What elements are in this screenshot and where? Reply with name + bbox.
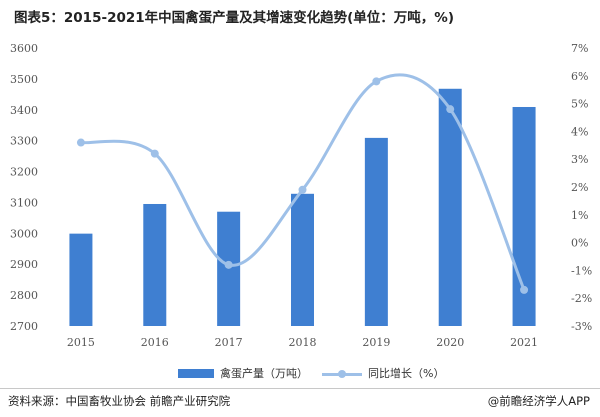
bar-2015 [69, 233, 93, 326]
growth-point-2016 [150, 149, 159, 158]
bar-2018 [291, 193, 314, 326]
x-tick-label: 2019 [362, 336, 390, 349]
bar-2017 [217, 211, 241, 326]
right-tick-label: -3% [571, 320, 592, 333]
bar-2016 [143, 203, 167, 326]
growth-point-2020 [446, 105, 455, 114]
legend-bar-swatch [178, 368, 214, 378]
growth-point-2019 [372, 77, 381, 86]
growth-point-2018 [298, 185, 307, 194]
right-axis-ticks: -3% -2% -1% 0% 1% 2% 3% 4% 5% 6% 7% [571, 42, 592, 333]
x-axis-ticks: 2015 2016 2017 2018 2019 2020 2021 [67, 336, 538, 349]
right-tick-label: 2% [571, 181, 588, 194]
line-series [76, 73, 529, 294]
x-tick-label: 2018 [289, 336, 317, 349]
right-tick-label: 0% [571, 237, 588, 250]
growth-line [80, 73, 526, 291]
x-tick-label: 2016 [141, 336, 169, 349]
legend-line-label: 同比增长（%） [368, 367, 445, 380]
legend-item-growth: 同比增长（%） [322, 365, 444, 381]
brand-credit: @前瞻经济学人APP [487, 394, 590, 408]
growth-point-2017 [224, 260, 233, 269]
x-tick-label: 2020 [436, 336, 464, 349]
right-tick-label: 7% [571, 42, 588, 55]
footer-divider [0, 388, 600, 389]
left-tick-label: 3100 [10, 196, 38, 209]
left-axis-ticks: 2700 2800 2900 3000 3100 3200 3300 3400 3500 3600 [10, 42, 38, 333]
legend: 禽蛋产量（万吨） 同比增长（%） [0, 365, 600, 381]
chart-title: 图表5：2015-2021年中国禽蛋产量及其增速变化趋势(单位：万吨，%) [14, 10, 455, 26]
right-tick-label: 4% [571, 125, 588, 138]
left-tick-label: 3200 [10, 166, 38, 179]
right-tick-label: 3% [571, 153, 588, 166]
x-tick-label: 2021 [510, 336, 538, 349]
left-tick-label: 2700 [10, 320, 38, 333]
legend-item-production: 禽蛋产量（万吨） [178, 365, 308, 381]
left-tick-label: 3400 [10, 104, 38, 117]
right-tick-label: 6% [571, 70, 588, 83]
legend-line-swatch [322, 369, 362, 378]
bar-series [69, 88, 536, 327]
left-tick-label: 3500 [10, 73, 38, 86]
growth-point-2015 [76, 138, 85, 147]
source-note: 资料来源：中国畜牧业协会 前瞻产业研究院 [8, 394, 231, 408]
left-tick-label: 2800 [10, 289, 38, 302]
left-tick-label: 3000 [10, 227, 38, 240]
right-tick-label: 1% [571, 209, 588, 222]
bar-2020 [438, 88, 462, 326]
chart-canvas: 2700 2800 2900 3000 3100 3200 3300 3400 3500 3600… [10, 42, 592, 349]
right-tick-label: 5% [571, 98, 588, 111]
left-tick-label: 3600 [10, 42, 38, 55]
x-tick-label: 2015 [67, 336, 95, 349]
legend-bar-label: 禽蛋产量（万吨） [220, 367, 308, 380]
x-tick-label: 2017 [215, 336, 243, 349]
bar-2019 [364, 137, 388, 326]
left-tick-label: 3300 [10, 135, 38, 148]
left-tick-label: 2900 [10, 258, 38, 271]
right-tick-label: -1% [571, 264, 592, 277]
growth-point-2021 [520, 285, 529, 294]
right-tick-label: -2% [571, 292, 592, 305]
